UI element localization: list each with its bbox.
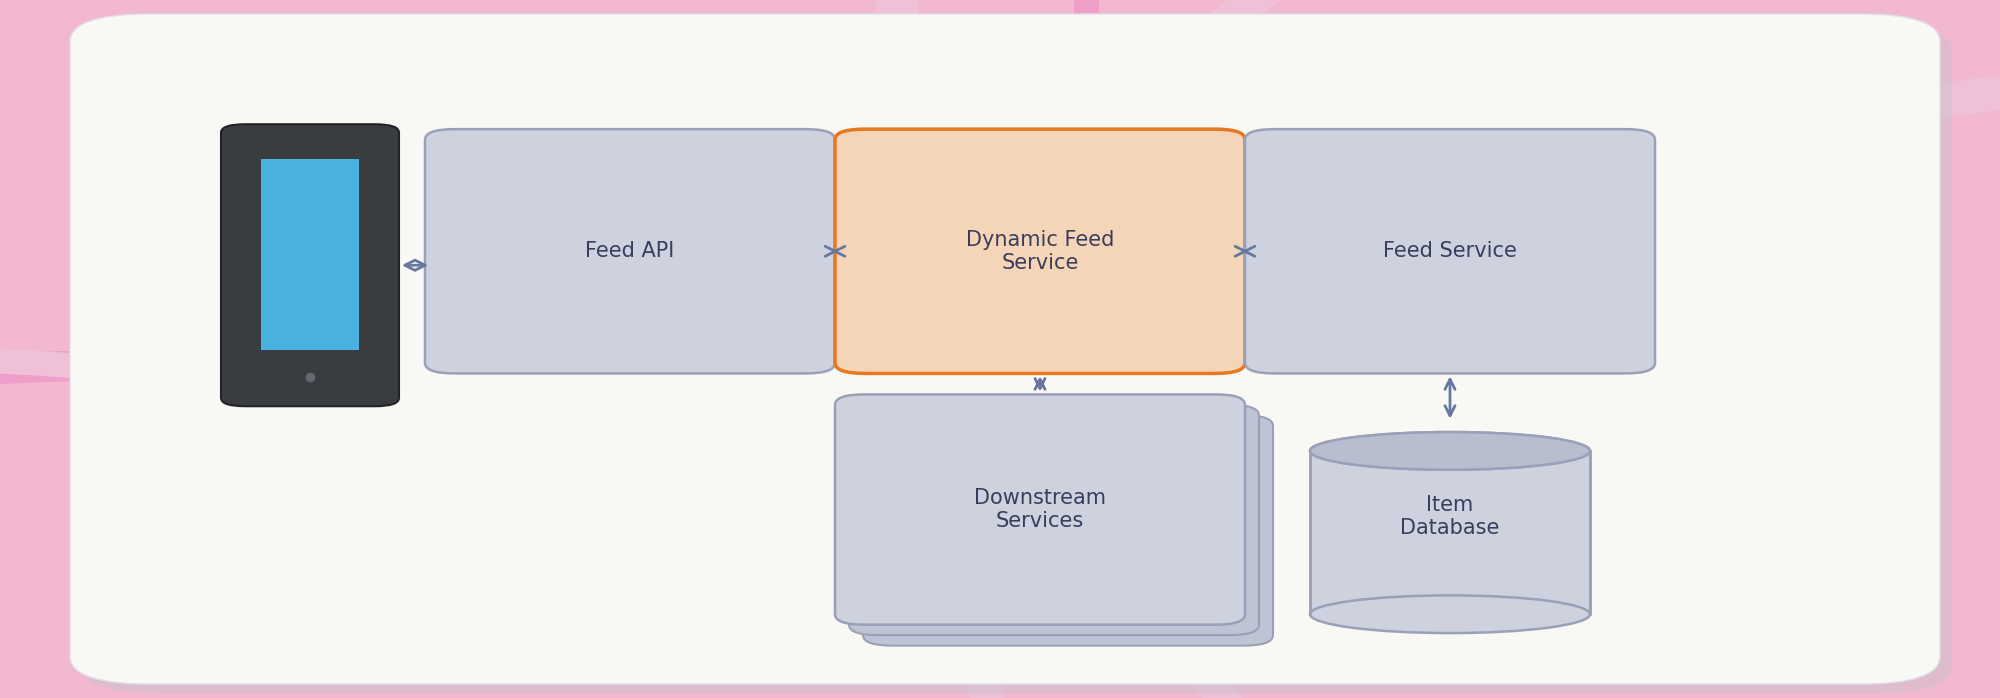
FancyBboxPatch shape: [1312, 458, 1588, 607]
Text: Feed Service: Feed Service: [1384, 242, 1516, 261]
Text: Feed API: Feed API: [586, 242, 674, 261]
Text: Item
Database: Item Database: [1400, 495, 1500, 538]
FancyBboxPatch shape: [82, 24, 1952, 694]
FancyBboxPatch shape: [220, 124, 400, 406]
FancyBboxPatch shape: [864, 415, 1274, 646]
FancyBboxPatch shape: [848, 405, 1260, 635]
Text: Downstream
Services: Downstream Services: [974, 488, 1106, 531]
Ellipse shape: [1310, 432, 1590, 470]
Text: Dynamic Feed
Service: Dynamic Feed Service: [966, 230, 1114, 273]
FancyBboxPatch shape: [70, 14, 1940, 684]
FancyBboxPatch shape: [1244, 129, 1654, 373]
FancyBboxPatch shape: [836, 129, 1244, 373]
FancyBboxPatch shape: [426, 129, 836, 373]
FancyBboxPatch shape: [1310, 451, 1590, 614]
Ellipse shape: [1310, 432, 1590, 470]
FancyBboxPatch shape: [836, 394, 1244, 625]
Ellipse shape: [1310, 595, 1590, 633]
FancyBboxPatch shape: [260, 159, 360, 350]
